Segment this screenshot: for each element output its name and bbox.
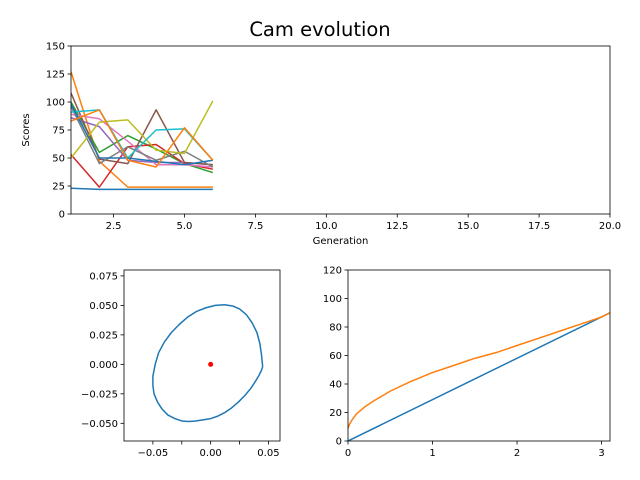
- y-tick-label: 125: [46, 70, 65, 81]
- y-tick-label: 120: [323, 266, 342, 277]
- x-tick-label: 15.0: [457, 221, 479, 232]
- y-tick-label: 60: [329, 351, 342, 362]
- series-line-8: [71, 100, 214, 159]
- y-tick-label: 40: [329, 380, 342, 391]
- figure-title: Cam evolution: [249, 18, 390, 41]
- x-tick-label: 17.5: [528, 221, 550, 232]
- x-tick-label: 12.5: [386, 221, 408, 232]
- lift-curve-panel: 0 1 2 3 0 20 40 60 80 100 120: [323, 266, 611, 459]
- x-tick-label: 0: [345, 448, 351, 459]
- series-line-1: [348, 312, 610, 429]
- center-point: [208, 361, 214, 367]
- axes-frame: [123, 269, 281, 442]
- x-tick-label: 7.5: [247, 221, 263, 232]
- plot-area: [71, 71, 214, 191]
- y-tick-label: 80: [329, 323, 342, 334]
- x-tick-label: 2: [514, 448, 520, 459]
- x-tick-label: 10.0: [315, 221, 337, 232]
- y-tick-label: 25: [52, 182, 65, 193]
- x-tick-label: 3: [598, 448, 604, 459]
- series-line-10: [71, 103, 213, 166]
- y-tick-label: 100: [323, 294, 342, 305]
- x-tick-label: 20.0: [599, 221, 621, 232]
- series-line-11: [71, 109, 214, 168]
- y-tick-label: 75: [52, 126, 65, 137]
- plot-area: [348, 312, 610, 441]
- y-tick-label: −0.025: [81, 389, 118, 400]
- y-tick-label: 150: [46, 42, 65, 53]
- y-tick-label: 0: [336, 437, 342, 448]
- x-tick-label: −0.05: [138, 448, 169, 459]
- y-tick-label: 0: [59, 210, 65, 221]
- x-tick-label: 0.05: [257, 448, 279, 459]
- y-tick-label: 0.075: [89, 271, 118, 282]
- x-tick-label: 1: [429, 448, 435, 459]
- y-axis-label: Scores: [21, 113, 32, 146]
- y-tick-label: −0.050: [81, 419, 118, 430]
- y-tick-label: 0.000: [89, 360, 118, 371]
- series-line-0: [152, 304, 264, 423]
- plot-area: [152, 304, 264, 423]
- x-tick-label: 2.5: [106, 221, 122, 232]
- cam-profile-panel: −0.05 0.00 0.05 −0.050 −0.025 0.000 0.025 0.050…: [81, 269, 281, 459]
- scores-panel: 2.5 5.0 7.5 10.0 12.5 15.0 17.5 20.0 0 25 50 75 100 1…: [21, 42, 621, 248]
- series-line-0: [348, 312, 610, 441]
- y-tick-label: 20: [329, 408, 342, 419]
- x-axis-label: Generation: [313, 236, 369, 247]
- series-line-7: [71, 106, 214, 168]
- series-line-0: [71, 187, 213, 191]
- y-tick-label: 0.025: [89, 330, 118, 341]
- x-tick-label: 0.00: [200, 448, 222, 459]
- y-tick-label: 100: [46, 98, 65, 109]
- y-tick-label: 50: [52, 154, 65, 165]
- x-tick-label: 5.0: [177, 221, 193, 232]
- y-tick-label: 0.050: [89, 301, 118, 312]
